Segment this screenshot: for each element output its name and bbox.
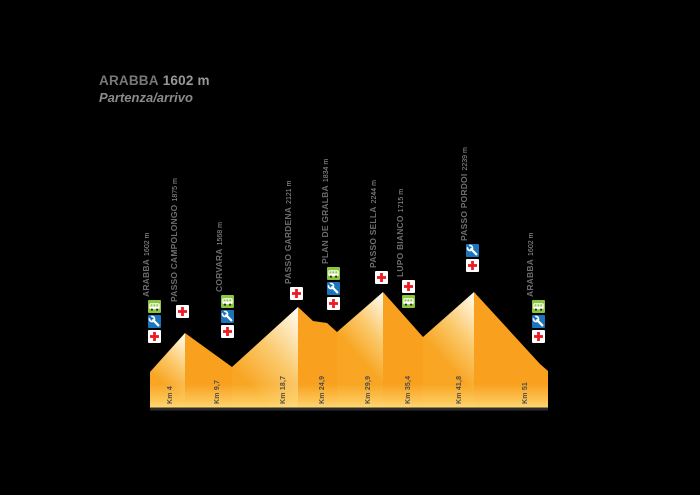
first-aid-icon: [221, 325, 234, 338]
km-marker: Km 29,9: [365, 375, 372, 404]
station-name-label: PASSO GARDENA: [282, 206, 293, 284]
shuttle-bus-icon: [402, 295, 415, 308]
station-label: PLAN DE GRALBA 1834 m: [319, 158, 330, 264]
profile-bottom-band: [150, 384, 548, 410]
station-name-label: PASSO SELLA: [367, 206, 378, 268]
station-name-label: PASSO CAMPOLONGO: [168, 204, 179, 303]
station-name-label: CORVARA: [213, 248, 224, 292]
profile-ascent-face: [337, 292, 383, 410]
bike-service-icon: [466, 244, 479, 257]
station-elevation-label: 2121 m: [285, 180, 293, 204]
first-aid-icon: [532, 330, 545, 343]
station-elevation-label: 1568 m: [216, 222, 224, 246]
first-aid-icon: [290, 287, 303, 300]
title-block: ARABBA 1602 m Partenza/arrivo: [99, 72, 210, 106]
first-aid-icon: [402, 280, 415, 293]
station-label: PASSO GARDENA 2121 m: [282, 180, 293, 284]
km-marker: Km 4: [167, 386, 174, 404]
station-name-label: PASSO PORDOI: [458, 173, 469, 241]
bike-service-icon: [221, 310, 234, 323]
km-marker: Km 18,7: [280, 375, 287, 404]
station-label: PASSO PORDOI 2239 m: [458, 147, 469, 241]
station-elevation-label: 2244 m: [370, 180, 378, 204]
station-label: CORVARA 1568 m: [213, 222, 224, 292]
station-name-label: PLAN DE GRALBA: [319, 185, 330, 264]
first-aid-icon: [176, 305, 189, 318]
km-marker: Km 35,4: [405, 375, 412, 404]
bike-service-icon: [148, 315, 161, 328]
station-label: ARABBA 1602 m: [140, 232, 151, 297]
shuttle-bus-icon: [327, 267, 340, 280]
station-name-label: LUPO BIANCO: [394, 215, 405, 277]
route-title: ARABBA 1602 m: [99, 72, 210, 89]
km-marker: Km 41,8: [456, 375, 463, 404]
first-aid-icon: [327, 297, 340, 310]
station-name-label: ARABBA: [524, 258, 535, 297]
station-elevation-label: 2239 m: [461, 147, 469, 171]
station-elevation-label: 1834 m: [322, 158, 330, 183]
profile-descent-face: [383, 292, 423, 410]
first-aid-icon: [466, 259, 479, 272]
station-label: LUPO BIANCO 1715 m: [394, 188, 405, 277]
station-elevation-label: 1602 m: [527, 232, 535, 256]
bike-service-icon: [532, 315, 545, 328]
station-elevation-label: 1715 m: [397, 188, 405, 213]
km-marker: Km 24,9: [319, 375, 326, 404]
bike-service-icon: [327, 282, 340, 295]
station-name-label: ARABBA: [140, 258, 151, 297]
station-label: PASSO CAMPOLONGO 1875 m: [168, 178, 179, 303]
km-marker: Km 51: [522, 381, 529, 404]
first-aid-icon: [375, 271, 388, 284]
shuttle-bus-icon: [221, 295, 234, 308]
station-elevation-label: 1602 m: [143, 232, 151, 256]
km-marker: Km 9,7: [214, 379, 221, 404]
route-title-elevation: 1602 m: [162, 73, 210, 88]
profile-baseline: [150, 407, 548, 411]
first-aid-icon: [148, 330, 161, 343]
shuttle-bus-icon: [532, 300, 545, 313]
station-label: PASSO SELLA 2244 m: [367, 180, 378, 268]
station-label: ARABBA 1602 m: [524, 232, 535, 297]
profile-ascent-face: [423, 292, 474, 410]
route-subtitle: Partenza/arrivo: [99, 90, 193, 105]
profile-descent-face: [474, 292, 548, 410]
route-title-name: ARABBA: [99, 73, 159, 88]
shuttle-bus-icon: [148, 300, 161, 313]
station-elevation-label: 1875 m: [171, 178, 179, 202]
